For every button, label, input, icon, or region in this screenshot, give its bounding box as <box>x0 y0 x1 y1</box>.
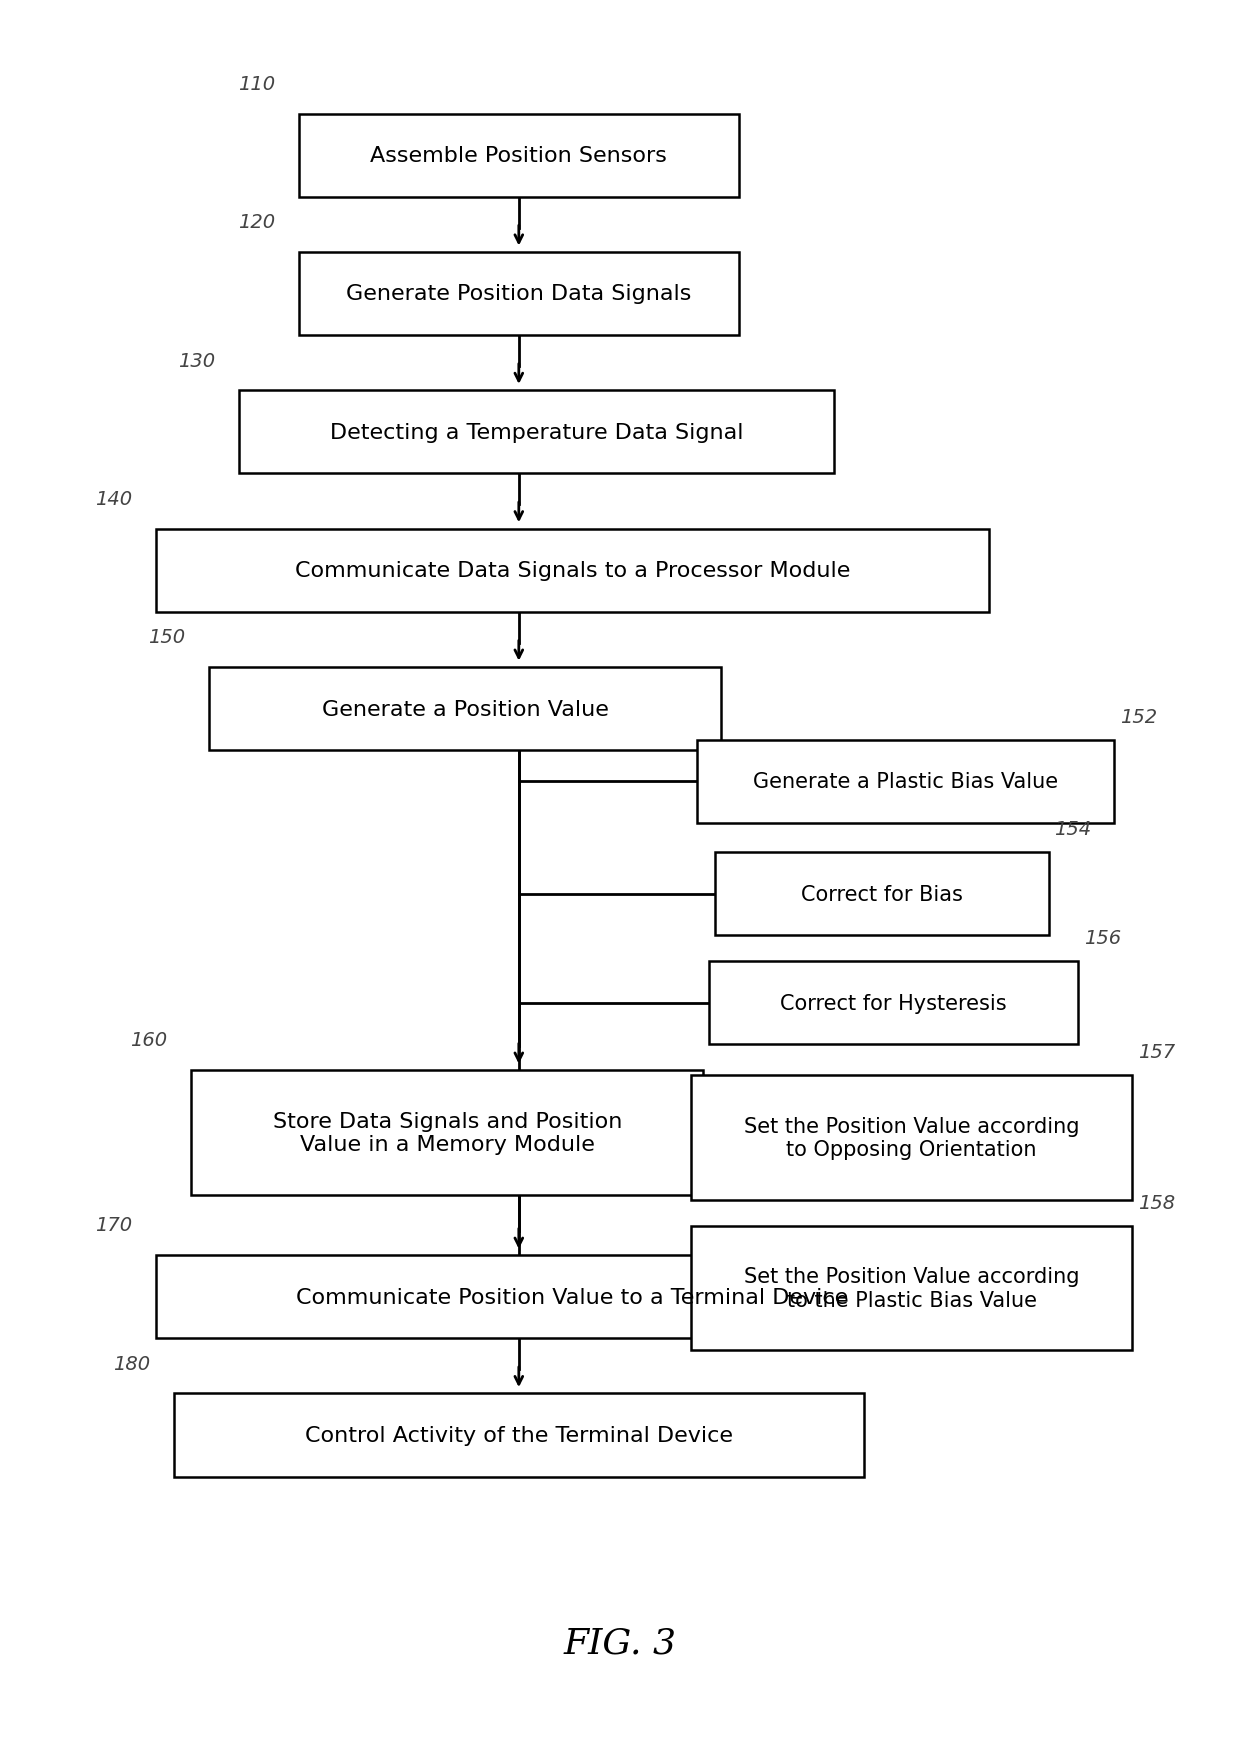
Text: Control Activity of the Terminal Device: Control Activity of the Terminal Device <box>305 1425 733 1445</box>
Bar <box>715 852 1049 935</box>
Text: 150: 150 <box>149 628 186 647</box>
Text: Store Data Signals and Position
Value in a Memory Module: Store Data Signals and Position Value in… <box>273 1111 622 1154</box>
Bar <box>239 392 835 475</box>
Text: 140: 140 <box>94 490 131 508</box>
Bar <box>692 1076 1132 1200</box>
Bar <box>210 667 722 751</box>
Bar <box>191 1071 703 1194</box>
Text: 120: 120 <box>238 213 275 233</box>
Text: Assemble Position Sensors: Assemble Position Sensors <box>371 146 667 166</box>
Text: 180: 180 <box>113 1355 150 1372</box>
Text: 160: 160 <box>130 1030 167 1050</box>
Bar <box>697 741 1114 824</box>
Text: Communicate Position Value to a Terminal Device: Communicate Position Value to a Terminal… <box>296 1288 848 1307</box>
Text: Generate a Plastic Bias Value: Generate a Plastic Bias Value <box>753 771 1058 792</box>
Text: Set the Position Value according
to the Plastic Bias Value: Set the Position Value according to the … <box>744 1267 1079 1311</box>
Bar <box>692 1226 1132 1351</box>
Text: Correct for Hysteresis: Correct for Hysteresis <box>780 993 1007 1013</box>
Bar <box>174 1394 864 1476</box>
Text: 110: 110 <box>238 74 275 93</box>
Text: Communicate Data Signals to a Processor Module: Communicate Data Signals to a Processor … <box>295 561 851 580</box>
Text: 156: 156 <box>1084 928 1121 947</box>
Text: Set the Position Value according
to Opposing Orientation: Set the Position Value according to Oppo… <box>744 1117 1079 1159</box>
Bar <box>156 529 990 612</box>
Bar <box>299 115 739 198</box>
Text: 157: 157 <box>1138 1043 1176 1062</box>
Text: 170: 170 <box>94 1215 131 1235</box>
Text: Correct for Bias: Correct for Bias <box>801 884 962 905</box>
Text: Detecting a Temperature Data Signal: Detecting a Temperature Data Signal <box>330 423 744 443</box>
Text: 152: 152 <box>1120 707 1157 727</box>
Text: FIG. 3: FIG. 3 <box>563 1626 677 1660</box>
Bar <box>709 961 1079 1044</box>
Text: Generate a Position Value: Generate a Position Value <box>322 699 609 720</box>
Bar <box>156 1256 990 1339</box>
Bar <box>299 252 739 335</box>
Text: Generate Position Data Signals: Generate Position Data Signals <box>346 284 692 303</box>
Text: 154: 154 <box>1054 820 1091 840</box>
Text: 158: 158 <box>1138 1192 1176 1212</box>
Text: 130: 130 <box>179 351 216 370</box>
